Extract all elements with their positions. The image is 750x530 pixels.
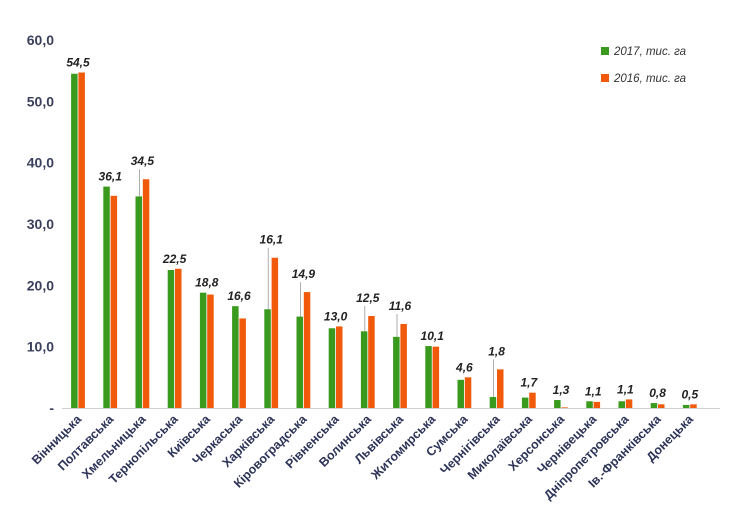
bar-2017 [264,309,271,408]
data-label: 22,5 [162,252,187,266]
data-label: 54,5 [66,56,90,70]
data-label: 16,6 [227,289,251,303]
bar-2016 [464,377,472,408]
bar-2017 [232,306,239,408]
bar-2017 [135,196,142,408]
legend-swatch-2016 [601,74,609,82]
bar-2017 [296,316,303,408]
bar-2017 [489,396,497,408]
data-label: 11,6 [389,299,412,313]
legend-label-2016: 2016, тис. га [613,73,686,85]
legend-label-2017: 2017, тис. га [613,46,686,58]
data-label: 18,8 [195,276,219,290]
bar-2016 [303,292,311,408]
bar-2016 [432,346,440,408]
bar-2016 [142,179,150,408]
bar-2017 [425,346,432,408]
bar-2016 [400,323,407,408]
bar-2017 [554,400,561,408]
data-label: 1,7 [520,376,538,390]
bar-2017 [586,401,593,408]
bar-2016 [239,318,246,408]
bar-2016 [78,72,85,409]
y-tick-label: 10,0 [27,339,54,355]
data-label: 1,1 [617,382,634,396]
bar-2017 [457,379,464,408]
bar-2016 [497,369,504,408]
data-label: 14,9 [292,267,316,281]
bar-2017 [650,403,658,408]
bar-2017 [103,186,110,408]
bar-2017 [360,331,368,408]
data-label: 34,5 [131,154,155,168]
bar-2017 [521,397,529,408]
bar-2016 [368,316,375,408]
bar-2016 [110,195,118,408]
data-label: 1,8 [488,344,505,358]
bar-2016 [593,401,601,408]
data-label: 1,1 [585,384,602,398]
data-label: 36,1 [99,170,123,184]
x-axis-labels: ВінницькаПолтавськаХмельницькаТернопільс… [29,411,697,502]
y-tick-label: 60,0 [27,32,54,48]
bar-2016 [207,294,214,408]
bar-2016 [561,407,568,408]
y-tick-label: - [49,400,54,416]
bar-2017 [167,270,175,408]
data-labels: 54,5 36,1 34,5 22,5 18,8 16,6 16,1 14,9 13,0 12,5… [66,56,698,402]
y-tick-label: 30,0 [27,216,54,232]
data-label: 0,5 [681,387,698,401]
data-label: 12,5 [356,291,380,305]
bar-2017 [199,292,207,408]
bars [71,72,697,409]
leader-lines [138,169,495,397]
y-tick-label: 50,0 [27,93,54,109]
bar-2016 [175,268,182,408]
data-label: 1,3 [553,383,570,397]
data-label: 16,1 [260,233,284,247]
legend: 2017, тис. га 2016, тис. га [601,46,686,85]
bar-2017 [682,404,690,408]
bar-2016 [271,257,279,408]
data-label: 13,0 [324,309,348,323]
y-tick-label: 20,0 [27,277,54,293]
bar-2016 [529,392,536,408]
bar-2017 [618,401,625,408]
data-label: 0,8 [649,386,666,400]
data-label: 4,6 [455,360,473,374]
bar-2016 [658,404,665,408]
bar-2017 [328,328,336,408]
data-label: 10,1 [421,329,445,343]
y-axis: - 10,0 20,0 30,0 40,0 50,0 60,0 [27,32,55,416]
bar-2016 [625,399,633,408]
bar-2017 [71,73,78,408]
legend-swatch-2017 [601,47,609,55]
bar-2016 [336,326,343,408]
y-tick-label: 40,0 [27,155,54,171]
bar-2017 [393,336,400,408]
bar-2016 [690,404,697,408]
